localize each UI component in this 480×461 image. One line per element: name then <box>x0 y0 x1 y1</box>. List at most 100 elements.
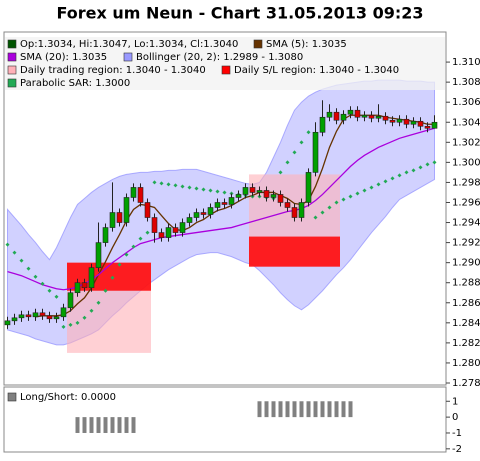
candle-body <box>207 207 214 215</box>
sar-dot <box>75 320 80 325</box>
bar <box>75 417 80 433</box>
sar-dot <box>61 324 66 329</box>
sar-dot <box>110 275 115 280</box>
y-tick-label: 1.2860 <box>452 298 480 309</box>
sar-dot <box>404 170 409 175</box>
bar <box>124 417 129 433</box>
candle-body <box>270 194 277 198</box>
sar-dot <box>187 185 192 190</box>
candle-body <box>249 187 256 193</box>
candle-body <box>340 113 347 121</box>
sar-dot <box>40 281 45 286</box>
y-tick-label: 0 <box>452 412 458 423</box>
sar-dot <box>180 184 185 189</box>
candle-body <box>424 125 431 129</box>
y-tick-label: 1.2940 <box>452 218 480 229</box>
bar <box>306 401 311 418</box>
legend-swatch <box>7 78 17 88</box>
sar-dot <box>96 300 101 305</box>
y-tick-label: -1 <box>452 428 462 439</box>
y-tick-label: -2 <box>452 444 462 455</box>
sar-dot <box>47 288 52 293</box>
candle-body <box>186 217 193 223</box>
sar-dot <box>313 215 318 220</box>
candle-body <box>60 307 67 318</box>
sar-dot <box>89 308 94 313</box>
candle-body <box>256 190 263 193</box>
sar-dot <box>103 288 108 293</box>
y-tick-label: 1.2980 <box>452 177 480 188</box>
sar-dot <box>208 188 213 193</box>
legend-label: Parabolic SAR: 1.3000 <box>20 78 130 89</box>
candle-body <box>291 207 298 218</box>
candle-body <box>403 118 410 125</box>
sar-dot <box>33 274 38 279</box>
sar-dot <box>215 189 220 194</box>
bar <box>313 401 318 418</box>
candle-body <box>18 314 25 319</box>
candle-body <box>431 121 438 129</box>
candle-body <box>284 202 291 208</box>
sar-dot <box>376 182 381 187</box>
candle-body <box>102 227 109 243</box>
legend-label: SMA (5): 1.3035 <box>266 39 347 50</box>
sar-dot <box>397 173 402 178</box>
y-tick-label: 1.2960 <box>452 197 480 208</box>
region-box <box>67 262 151 291</box>
sar-dot <box>348 194 353 199</box>
sar-dot <box>418 165 423 170</box>
candle-body <box>11 317 18 322</box>
bar <box>96 417 101 433</box>
sar-dot <box>173 183 178 188</box>
bar <box>278 401 283 418</box>
candle-body <box>361 114 368 118</box>
sar-dot <box>411 168 416 173</box>
candle-body <box>116 212 123 223</box>
y-tick-label: 1.2900 <box>452 258 480 269</box>
candle-body <box>277 194 284 203</box>
bar <box>341 401 346 418</box>
bar <box>299 401 304 418</box>
candle-body <box>396 118 403 123</box>
legend-label: Daily trading region: 1.3040 - 1.3040 <box>20 65 206 76</box>
sar-dot <box>82 315 87 320</box>
bar <box>89 417 94 433</box>
sar-dot <box>159 181 164 186</box>
candle-body <box>326 111 333 118</box>
candle-body <box>347 109 354 115</box>
candle-body <box>375 115 382 119</box>
chart-title: Forex um Neun - Chart 31.05.2013 09:23 <box>56 4 423 23</box>
bar <box>292 401 297 418</box>
candle-body <box>305 172 312 203</box>
candle-body <box>263 190 270 198</box>
sar-dot <box>138 236 143 241</box>
legend-swatch <box>221 65 231 75</box>
candle-body <box>214 202 221 208</box>
candle-body <box>32 312 39 318</box>
candle-body <box>144 202 151 218</box>
candle-body <box>4 320 11 326</box>
sar-dot <box>369 185 374 190</box>
sar-dot <box>5 242 10 247</box>
bar <box>285 401 290 418</box>
candle-body <box>109 212 116 228</box>
candle-body <box>158 232 165 238</box>
candle-body <box>123 197 130 223</box>
sar-dot <box>12 250 17 255</box>
candle-body <box>368 114 375 119</box>
candle-body <box>410 120 417 125</box>
sar-dot <box>341 197 346 202</box>
candle-body <box>179 222 186 233</box>
sar-dot <box>19 258 24 263</box>
candle-body <box>200 212 207 215</box>
y-tick-label: 1.2820 <box>452 338 480 349</box>
candle-body <box>137 187 144 203</box>
bar <box>348 401 353 418</box>
region-box <box>249 236 340 267</box>
candle-body <box>81 282 88 289</box>
sar-dot <box>383 179 388 184</box>
legend-label: Op:1.3034, Hi:1.3047, Lo:1.3034, Cl:1.30… <box>20 39 238 50</box>
sar-dot <box>26 266 31 271</box>
y-tick-label: 1.2800 <box>452 358 480 369</box>
